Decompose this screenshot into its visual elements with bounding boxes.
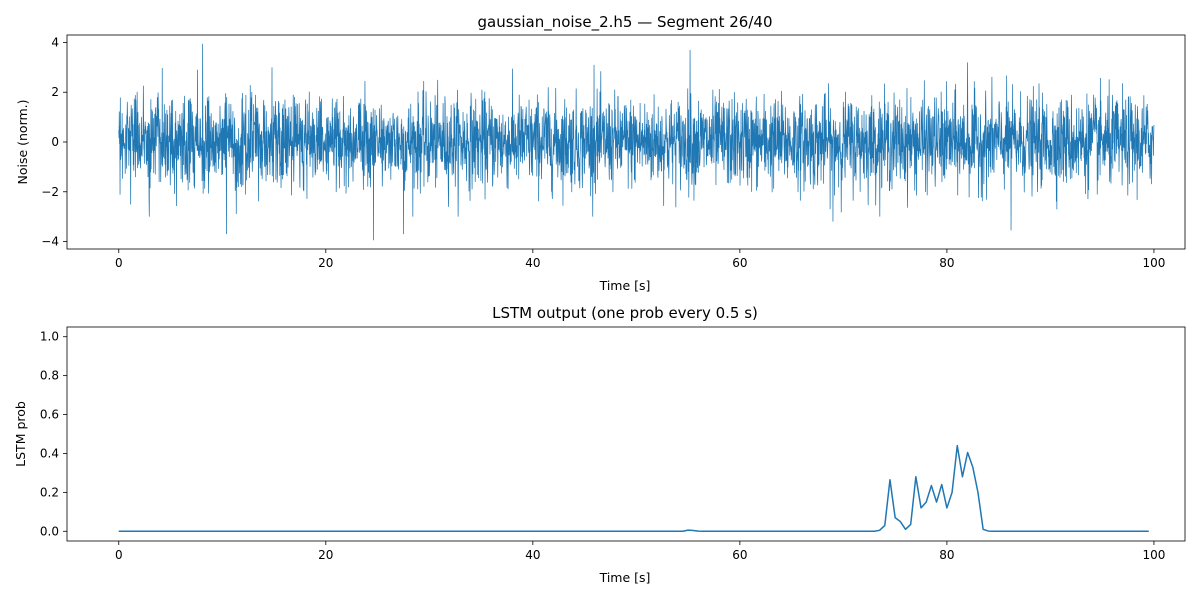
- lstm-y-axis-label: LSTM prob: [13, 401, 28, 467]
- noise-y-ticks: −4 −2 0 2 4: [41, 35, 67, 249]
- lstm-x-tick-label: 20: [318, 548, 333, 562]
- lstm-series-line: [118, 444, 1149, 533]
- lstm-y-ticks: 0.0 0.2 0.4 0.6 0.8 1.0: [40, 330, 67, 538]
- lstm-plot-title: LSTM output (one prob every 0.5 s): [492, 304, 758, 322]
- noise-x-tick-label: 80: [939, 256, 954, 270]
- lstm-x-tick-label: 0: [115, 548, 123, 562]
- noise-plot-title: gaussian_noise_2.h5 — Segment 26/40: [477, 13, 772, 32]
- noise-y-axis-label: Noise (norm.): [15, 99, 30, 184]
- lstm-plot: LSTM output (one prob every 0.5 s) 0 20 40…: [13, 304, 1186, 585]
- noise-y-tick-label: −2: [41, 185, 59, 199]
- noise-x-tick-label: 60: [732, 256, 747, 270]
- lstm-x-axis-label: Time [s]: [599, 570, 651, 585]
- lstm-x-tick-label: 100: [1142, 548, 1165, 562]
- noise-x-ticks: 0 20 40 60 80 100: [115, 249, 1165, 270]
- lstm-y-tick-label: 1.0: [40, 330, 59, 344]
- noise-series-line: [118, 43, 1155, 241]
- noise-x-tick-label: 20: [318, 256, 333, 270]
- noise-series: [118, 43, 1155, 241]
- noise-y-tick-label: −4: [41, 235, 59, 249]
- lstm-plot-frame: [66, 326, 1186, 542]
- noise-x-tick-label: 100: [1142, 256, 1165, 270]
- noise-x-tick-label: 0: [115, 256, 123, 270]
- lstm-y-tick-label: 0.4: [40, 446, 59, 460]
- noise-y-tick-label: 0: [51, 135, 59, 149]
- noise-x-tick-label: 40: [525, 256, 540, 270]
- lstm-x-ticks: 0 20 40 60 80 100: [115, 541, 1165, 562]
- noise-y-tick-label: 2: [51, 85, 59, 99]
- lstm-y-tick-label: 0.8: [40, 369, 59, 383]
- lstm-series: [118, 444, 1149, 533]
- lstm-y-tick-label: 0.0: [40, 524, 59, 538]
- lstm-x-tick-label: 80: [939, 548, 954, 562]
- lstm-y-tick-label: 0.6: [40, 408, 59, 422]
- lstm-y-tick-label: 0.2: [40, 485, 59, 499]
- lstm-x-tick-label: 40: [525, 548, 540, 562]
- lstm-x-tick-label: 60: [732, 548, 747, 562]
- noise-plot: gaussian_noise_2.h5 — Segment 26/40 0 20 4…: [15, 13, 1186, 293]
- noise-x-axis-label: Time [s]: [599, 278, 651, 293]
- noise-y-tick-label: 4: [51, 35, 59, 49]
